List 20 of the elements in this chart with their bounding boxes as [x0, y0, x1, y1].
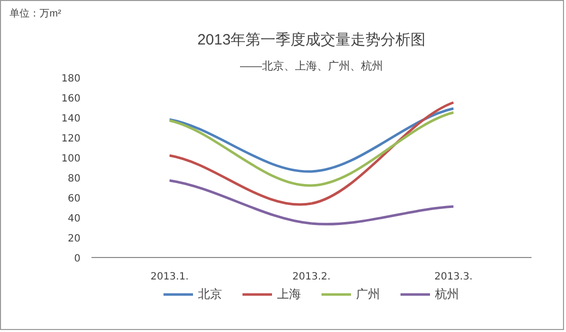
text: 单位：万m² — [10, 8, 62, 20]
y-tick-label: 80 — [68, 174, 81, 184]
y-tick-label: 40 — [68, 214, 81, 224]
y-tick-label: 120 — [61, 134, 81, 144]
chart-subtitle: ——北京、上海、广州、杭州 — [240, 60, 383, 72]
y-tick-label: 160 — [61, 94, 81, 104]
x-tick-label: 2013.3. — [434, 272, 473, 282]
x-tick-label: 2013.1. — [150, 272, 189, 282]
y-tick-label: 20 — [68, 234, 81, 244]
legend-label: 上海 — [277, 286, 301, 302]
y-tick-label: 180 — [61, 74, 81, 84]
y-tick-label: 100 — [61, 154, 81, 164]
legend-label: 北京 — [198, 286, 222, 302]
y-tick-label: 140 — [61, 114, 81, 124]
legend-label: 杭州 — [435, 286, 459, 302]
chart-title: 2013年第一季度成交量走势分析图 — [197, 32, 426, 48]
y-tick-label: 60 — [68, 194, 81, 204]
y-tick-label: 0 — [74, 254, 81, 264]
x-tick-label: 2013.2. — [292, 272, 331, 282]
legend-label: 广州 — [356, 286, 380, 302]
